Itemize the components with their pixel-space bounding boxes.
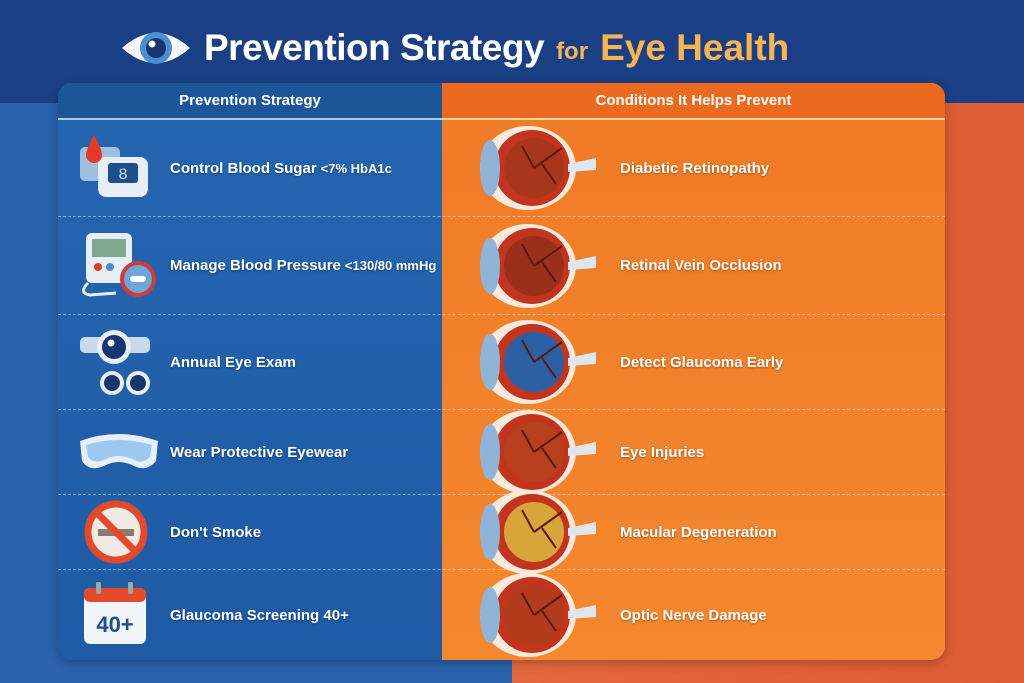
eye-anatomy-icon xyxy=(480,573,596,657)
condition-cell: Optic Nerve Damage xyxy=(472,570,942,660)
eye-anatomy-icon xyxy=(480,223,596,308)
eye-anatomy-icon xyxy=(480,410,596,494)
condition-label: Diabetic Retinopathy xyxy=(620,159,770,177)
svg-text:8: 8 xyxy=(118,166,128,184)
condition-label: Eye Injuries xyxy=(620,443,705,461)
strategy-name: Wear Protective Eyewear xyxy=(170,443,349,461)
strategy-label: Wear Protective Eyewear xyxy=(170,444,348,461)
eye-anatomy-icon xyxy=(480,490,596,574)
strategy-label: Control Blood Sugar <7% HbA1c xyxy=(170,160,392,177)
strategy-name: Annual Eye Exam xyxy=(170,353,296,371)
strategy-cell: Annual Eye Exam xyxy=(76,315,442,409)
condition-label: Retinal Vein Occlusion xyxy=(620,257,782,274)
table-row: Annual Eye Exam Detect Glaucoma Early xyxy=(58,315,945,410)
strategy-cell: Manage Blood Pressure <130/80 mmHg xyxy=(76,217,442,314)
prevention-table: Prevention Strategy Conditions It Helps … xyxy=(58,83,945,660)
table-row: 40+ Glaucoma Screening 40+ Optic Nerve Dam… xyxy=(58,570,945,660)
header-prevention-strategy: Prevention Strategy xyxy=(58,83,442,120)
condition-cell: Detect Glaucoma Early xyxy=(472,315,942,409)
table-row: 8 Control Blood Sugar <7% HbA1c Diabetic Re… xyxy=(58,120,945,217)
condition-cell: Diabetic Retinopathy xyxy=(472,120,942,216)
strategy-cell: 40+ Glaucoma Screening 40+ xyxy=(76,570,442,660)
strategy-name: Glaucoma Screening 40+ xyxy=(170,606,349,624)
strategy-label: Annual Eye Exam xyxy=(170,354,296,371)
table-row: Manage Blood Pressure <130/80 mmHg Retinal… xyxy=(58,217,945,315)
header-conditions: Conditions It Helps Prevent xyxy=(442,83,945,120)
condition-label: Detect Glaucoma Early xyxy=(620,353,784,371)
goggles-icon xyxy=(80,434,158,469)
strategy-cell: 8 Control Blood Sugar <7% HbA1c xyxy=(76,120,442,216)
strategy-target: <130/80 mmHg xyxy=(344,258,437,273)
blood-pressure-monitor-icon xyxy=(82,232,156,297)
strategy-label: Manage Blood Pressure <130/80 mmHg xyxy=(170,257,436,274)
table-row: Don't Smoke Macular Degeneration xyxy=(58,490,945,574)
strategy-cell: Don't Smoke xyxy=(76,495,442,569)
condition-label: Optic Nerve Damage xyxy=(620,606,767,624)
eye-anatomy-icon xyxy=(480,126,596,210)
strategy-name: Manage Blood Pressure xyxy=(170,257,341,274)
no-smoking-icon xyxy=(84,500,148,564)
condition-cell: Macular Degeneration xyxy=(472,490,942,574)
strategy-target: <7% HbA1c xyxy=(320,160,392,176)
eye-logo-icon xyxy=(122,32,190,64)
strategy-cell: Wear Protective Eyewear xyxy=(76,410,442,494)
strategy-name: Don't Smoke xyxy=(170,523,262,541)
condition-label: Macular Degeneration xyxy=(620,523,777,541)
condition-cell: Retinal Vein Occlusion xyxy=(472,217,942,314)
title-highlight: Eye Health xyxy=(600,27,790,68)
table-row: Wear Protective Eyewear Eye Injuries xyxy=(58,410,945,495)
eye-anatomy-icon xyxy=(480,320,596,404)
page-title: Prevention Strategy for Eye Health xyxy=(120,22,789,74)
calendar-icon: 40+ xyxy=(84,582,146,644)
glucose-meter-icon: 8 xyxy=(80,135,148,197)
title-main: Prevention Strategy xyxy=(204,27,545,68)
eye-exam-icon xyxy=(80,330,150,395)
condition-cell: Eye Injuries xyxy=(472,410,942,494)
calendar-label: 40+ xyxy=(96,612,133,637)
strategy-label: Don't Smoke xyxy=(170,524,261,541)
strategy-name: Control Blood Sugar xyxy=(170,159,317,177)
strategy-label: Glaucoma Screening 40+ xyxy=(170,607,349,624)
title-connector: for xyxy=(556,38,589,65)
